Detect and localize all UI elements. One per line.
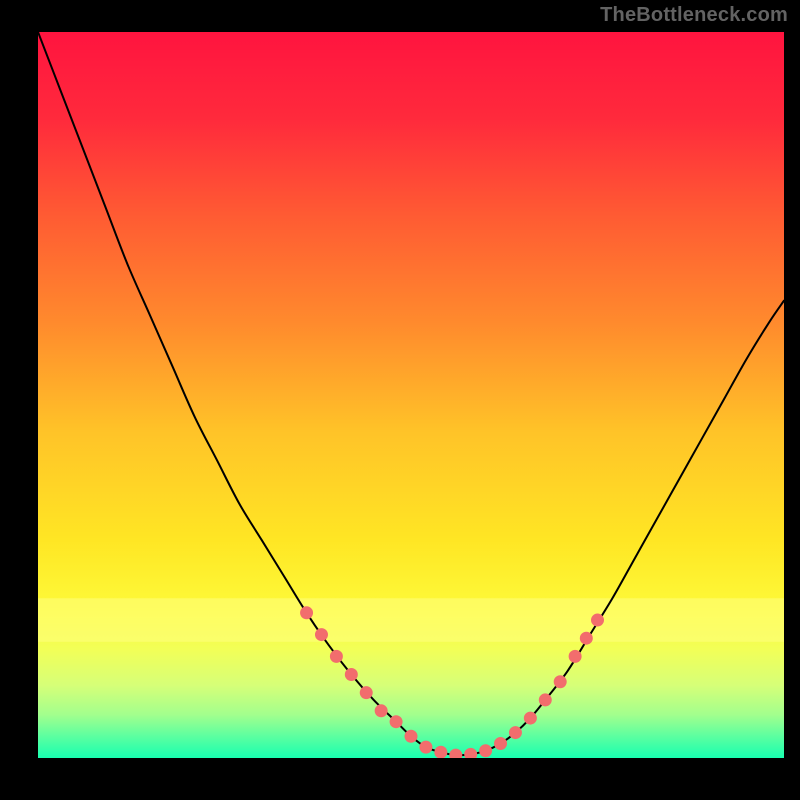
data-marker [301,607,313,619]
chart-frame: TheBottleneck.com [0,0,800,800]
data-marker [569,650,581,662]
data-marker [592,614,604,626]
data-marker [480,745,492,757]
data-marker [405,730,417,742]
highlight-band [38,598,784,642]
data-marker [495,737,507,749]
data-marker [330,650,342,662]
data-marker [554,676,566,688]
chart-svg [38,32,784,758]
data-marker [390,716,402,728]
gradient-background [38,32,784,758]
data-marker [524,712,536,724]
data-marker [580,632,592,644]
data-marker [450,749,462,758]
data-marker [435,746,447,758]
data-marker [345,669,357,681]
plot-area [38,32,784,758]
watermark-text: TheBottleneck.com [600,4,788,27]
data-marker [539,694,551,706]
data-marker [375,705,387,717]
data-marker [315,629,327,641]
data-marker [509,727,521,739]
data-marker [420,741,432,753]
data-marker [465,748,477,758]
data-marker [360,687,372,699]
